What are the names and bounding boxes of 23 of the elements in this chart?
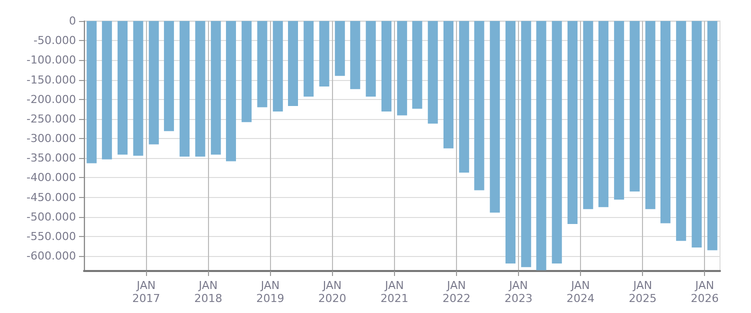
x-tick-label: JAN 2019 xyxy=(256,279,284,305)
x-tick-label: JAN 2022 xyxy=(442,279,470,305)
y-tick-label: -300.000 xyxy=(26,132,76,146)
y-tick-label: -250.000 xyxy=(26,112,76,126)
y-tick-label: -600.000 xyxy=(26,250,76,263)
y-tick-label: -400.000 xyxy=(26,171,76,184)
y-tick-label: -350.000 xyxy=(26,152,76,165)
x-tick-label: JAN 2018 xyxy=(194,279,222,305)
x-tick-label: JAN 2024 xyxy=(566,279,594,305)
y-tick-label: -50.000 xyxy=(34,34,76,48)
y-tick-label: -200.000 xyxy=(26,92,76,106)
y-tick-label: 0 xyxy=(69,14,76,28)
y-tick-label: -500.000 xyxy=(26,210,76,224)
y-tick-label: -450.000 xyxy=(26,190,76,204)
y-tick-label: -150.000 xyxy=(26,73,76,86)
x-tick-label: JAN 2020 xyxy=(318,279,346,305)
y-tick-label: -550.000 xyxy=(26,230,76,244)
x-tick-label: JAN 2026 xyxy=(690,279,719,305)
y-tick-label: -100.000 xyxy=(26,54,76,67)
x-tick-label: JAN 2017 xyxy=(132,279,160,305)
x-tick-label: JAN 2025 xyxy=(628,279,657,305)
x-tick-label: JAN 2021 xyxy=(380,279,408,305)
x-tick-label: JAN 2023 xyxy=(504,279,532,305)
